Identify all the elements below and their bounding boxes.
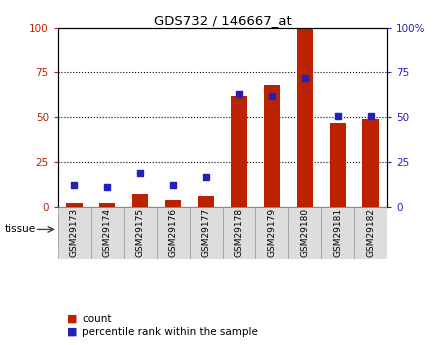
Point (301, 75, 308, 81)
Text: ■: ■ (67, 327, 77, 337)
Text: tissue: tissue (4, 225, 36, 234)
Text: GSM29182: GSM29182 (366, 208, 375, 257)
Bar (132, 195, 149, 207)
Text: Malpighian tubule: Malpighian tubule (93, 225, 187, 234)
Text: GSM29178: GSM29178 (235, 208, 243, 257)
Bar (66, 204, 83, 207)
Bar (255, 207, 288, 259)
Text: GSM29177: GSM29177 (202, 208, 210, 257)
Point (235, 91, 243, 97)
Text: GSM29176: GSM29176 (169, 208, 178, 257)
Text: GSM29175: GSM29175 (136, 208, 145, 257)
Text: GSM29174: GSM29174 (103, 208, 112, 257)
Bar (264, 85, 280, 207)
Bar (165, 200, 182, 207)
Text: count: count (82, 314, 112, 324)
Point (202, 174, 210, 179)
Text: GSM29173: GSM29173 (70, 208, 79, 257)
Text: ■: ■ (67, 314, 77, 324)
Point (367, 113, 374, 118)
Bar (58, 214, 222, 245)
Bar (288, 207, 321, 259)
Point (268, 93, 275, 99)
Bar (222, 207, 255, 259)
Point (334, 113, 341, 118)
Point (137, 170, 144, 176)
Bar (231, 96, 247, 207)
Bar (321, 207, 354, 259)
Text: whole organism: whole organism (263, 225, 346, 234)
Bar (157, 207, 190, 259)
Bar (91, 207, 124, 259)
Point (71, 183, 78, 188)
Text: GSM29180: GSM29180 (300, 208, 309, 257)
Bar (330, 123, 346, 207)
Bar (296, 28, 313, 207)
Text: GSM29179: GSM29179 (267, 208, 276, 257)
Text: GDS732 / 146667_at: GDS732 / 146667_at (154, 14, 291, 27)
Point (104, 185, 111, 190)
Bar (198, 196, 214, 207)
Point (170, 183, 177, 188)
Text: percentile rank within the sample: percentile rank within the sample (82, 327, 258, 337)
Bar (362, 119, 379, 207)
Bar (58, 207, 91, 259)
Bar (222, 214, 387, 245)
Text: GSM29181: GSM29181 (333, 208, 342, 257)
Bar (124, 207, 157, 259)
Bar (99, 204, 116, 207)
Bar (190, 207, 222, 259)
Bar (354, 207, 387, 259)
